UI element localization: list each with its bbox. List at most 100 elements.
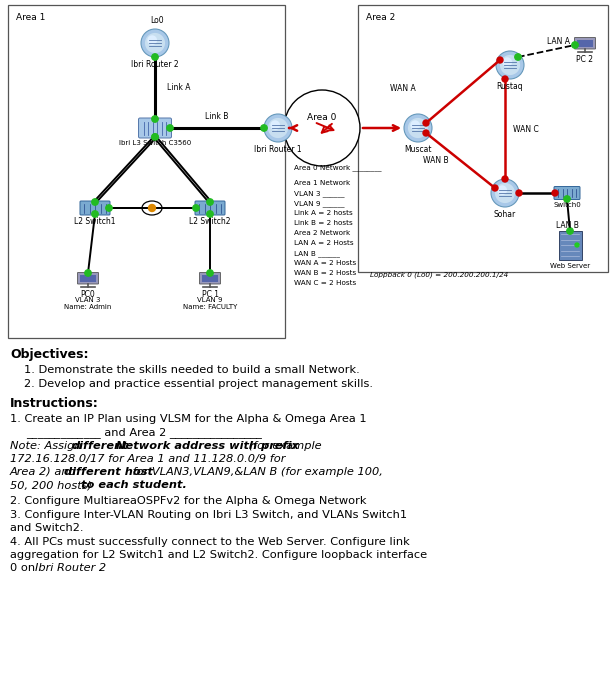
Text: to each student.: to each student.: [81, 480, 187, 490]
FancyBboxPatch shape: [558, 230, 582, 260]
Circle shape: [167, 125, 173, 131]
Text: Note: Assign: Note: Assign: [10, 441, 85, 451]
Text: WAN B: WAN B: [423, 156, 448, 165]
Text: 4. All PCs must successfully connect to the Web Server. Configure link: 4. All PCs must successfully connect to …: [10, 537, 410, 547]
Circle shape: [141, 29, 169, 57]
Circle shape: [564, 196, 570, 202]
Text: Link B = 2 hosts: Link B = 2 hosts: [294, 220, 353, 226]
Circle shape: [423, 120, 429, 126]
Text: LAN B ______: LAN B ______: [294, 250, 340, 257]
Circle shape: [92, 211, 98, 217]
Text: 2. Develop and practice essential project management skills.: 2. Develop and practice essential projec…: [24, 379, 373, 389]
Text: aggregation for L2 Switch1 and L2 Switch2. Configure loopback interface: aggregation for L2 Switch1 and L2 Switch…: [10, 550, 427, 560]
FancyBboxPatch shape: [8, 5, 285, 338]
Text: .: .: [99, 563, 103, 573]
Text: 3. Configure Inter-VLAN Routing on Ibri L3 Switch, and VLANs Switch1: 3. Configure Inter-VLAN Routing on Ibri …: [10, 510, 407, 520]
Circle shape: [516, 190, 522, 196]
Circle shape: [85, 270, 91, 276]
Text: Link A: Link A: [167, 83, 191, 92]
Text: WAN A: WAN A: [391, 84, 416, 93]
FancyBboxPatch shape: [574, 38, 595, 49]
Text: Muscat: Muscat: [404, 145, 432, 154]
Text: 0 on: 0 on: [10, 563, 39, 573]
Text: different: different: [72, 441, 129, 451]
Circle shape: [271, 120, 280, 130]
Text: Name: FACULTY: Name: FACULTY: [183, 304, 237, 310]
Text: Ibri Router 2: Ibri Router 2: [35, 563, 106, 573]
FancyBboxPatch shape: [80, 201, 110, 215]
Circle shape: [264, 114, 292, 142]
FancyBboxPatch shape: [199, 272, 221, 284]
Text: Ibri L3 Switch C3560: Ibri L3 Switch C3560: [119, 140, 191, 146]
Circle shape: [268, 118, 288, 138]
FancyBboxPatch shape: [358, 5, 608, 272]
Text: PC 1: PC 1: [202, 290, 218, 299]
Circle shape: [502, 76, 508, 82]
Circle shape: [404, 114, 432, 142]
Text: for VLAN3,VLAN9,&LAN B (for example 100,: for VLAN3,VLAN9,&LAN B (for example 100,: [129, 467, 383, 477]
Circle shape: [575, 243, 579, 247]
Circle shape: [207, 211, 213, 217]
FancyBboxPatch shape: [80, 275, 96, 281]
Text: VLAN 9: VLAN 9: [197, 297, 223, 303]
Circle shape: [261, 125, 267, 131]
Text: Area 1 Network: Area 1 Network: [294, 180, 351, 186]
Text: Objectives:: Objectives:: [10, 348, 89, 361]
Circle shape: [148, 35, 157, 45]
Circle shape: [515, 54, 521, 60]
Text: 1. Create an IP Plan using VLSM for the Alpha & Omega Area 1: 1. Create an IP Plan using VLSM for the …: [10, 414, 367, 424]
Text: Sohar: Sohar: [494, 210, 516, 219]
Text: WAN B = 2 Hosts: WAN B = 2 Hosts: [294, 270, 356, 276]
Text: Ibri Router 2: Ibri Router 2: [131, 60, 179, 69]
Text: VLAN 3: VLAN 3: [75, 297, 101, 303]
Text: L2 Switch1: L2 Switch1: [74, 217, 116, 226]
Text: VLAN 3 ______: VLAN 3 ______: [294, 190, 344, 197]
Text: Area 2 Network: Area 2 Network: [294, 230, 351, 236]
Text: Switch0: Switch0: [553, 202, 581, 208]
Circle shape: [567, 228, 573, 234]
Text: Web Server: Web Server: [550, 263, 590, 269]
FancyBboxPatch shape: [554, 186, 580, 200]
Text: L2 Switch2: L2 Switch2: [189, 217, 231, 226]
Circle shape: [106, 205, 112, 211]
Text: different host: different host: [64, 467, 153, 477]
Circle shape: [408, 118, 428, 138]
Text: 1. Demonstrate the skills needed to build a small Network.: 1. Demonstrate the skills needed to buil…: [24, 365, 360, 375]
Circle shape: [572, 42, 578, 48]
Text: Link A = 2 hosts: Link A = 2 hosts: [294, 210, 353, 216]
Circle shape: [491, 179, 519, 207]
Text: Rustaq: Rustaq: [497, 82, 523, 91]
FancyBboxPatch shape: [138, 118, 172, 138]
Circle shape: [207, 270, 213, 276]
Circle shape: [495, 183, 515, 203]
Circle shape: [500, 55, 520, 75]
FancyBboxPatch shape: [577, 40, 593, 46]
Text: Area 2: Area 2: [366, 13, 395, 22]
Text: PC 2: PC 2: [576, 55, 593, 64]
Circle shape: [497, 57, 503, 63]
Text: Area 0: Area 0: [308, 113, 336, 122]
FancyBboxPatch shape: [195, 201, 225, 215]
Circle shape: [152, 134, 158, 140]
Circle shape: [145, 33, 165, 53]
FancyBboxPatch shape: [202, 275, 218, 281]
Text: and Switch2.: and Switch2.: [10, 523, 84, 533]
Circle shape: [410, 120, 420, 130]
Text: Area 1: Area 1: [16, 13, 46, 22]
Text: WAN C: WAN C: [513, 125, 539, 134]
Circle shape: [502, 57, 512, 67]
Text: LAN B: LAN B: [555, 221, 579, 230]
Text: Instructions:: Instructions:: [10, 397, 99, 410]
Text: 50, 200 hosts): 50, 200 hosts): [10, 480, 96, 490]
Text: Network address with prefix: Network address with prefix: [112, 441, 299, 451]
Text: 2. Configure MultiareaOSPFv2 for the Alpha & Omega Network: 2. Configure MultiareaOSPFv2 for the Alp…: [10, 496, 367, 506]
Text: _____________ and Area 2 ________________: _____________ and Area 2 _______________…: [26, 427, 262, 438]
Text: VLAN 9 ______: VLAN 9 ______: [294, 200, 344, 206]
Text: (for example: (for example: [245, 441, 322, 451]
FancyBboxPatch shape: [77, 272, 98, 284]
Text: Lo0: Lo0: [150, 16, 164, 25]
Circle shape: [502, 176, 508, 182]
Text: PC0: PC0: [81, 290, 95, 299]
Text: WAN C = 2 Hosts: WAN C = 2 Hosts: [294, 280, 356, 286]
Text: 172.16.128.0/17 for Area 1 and 11.128.0.0/9 for: 172.16.128.0/17 for Area 1 and 11.128.0.…: [10, 454, 285, 464]
